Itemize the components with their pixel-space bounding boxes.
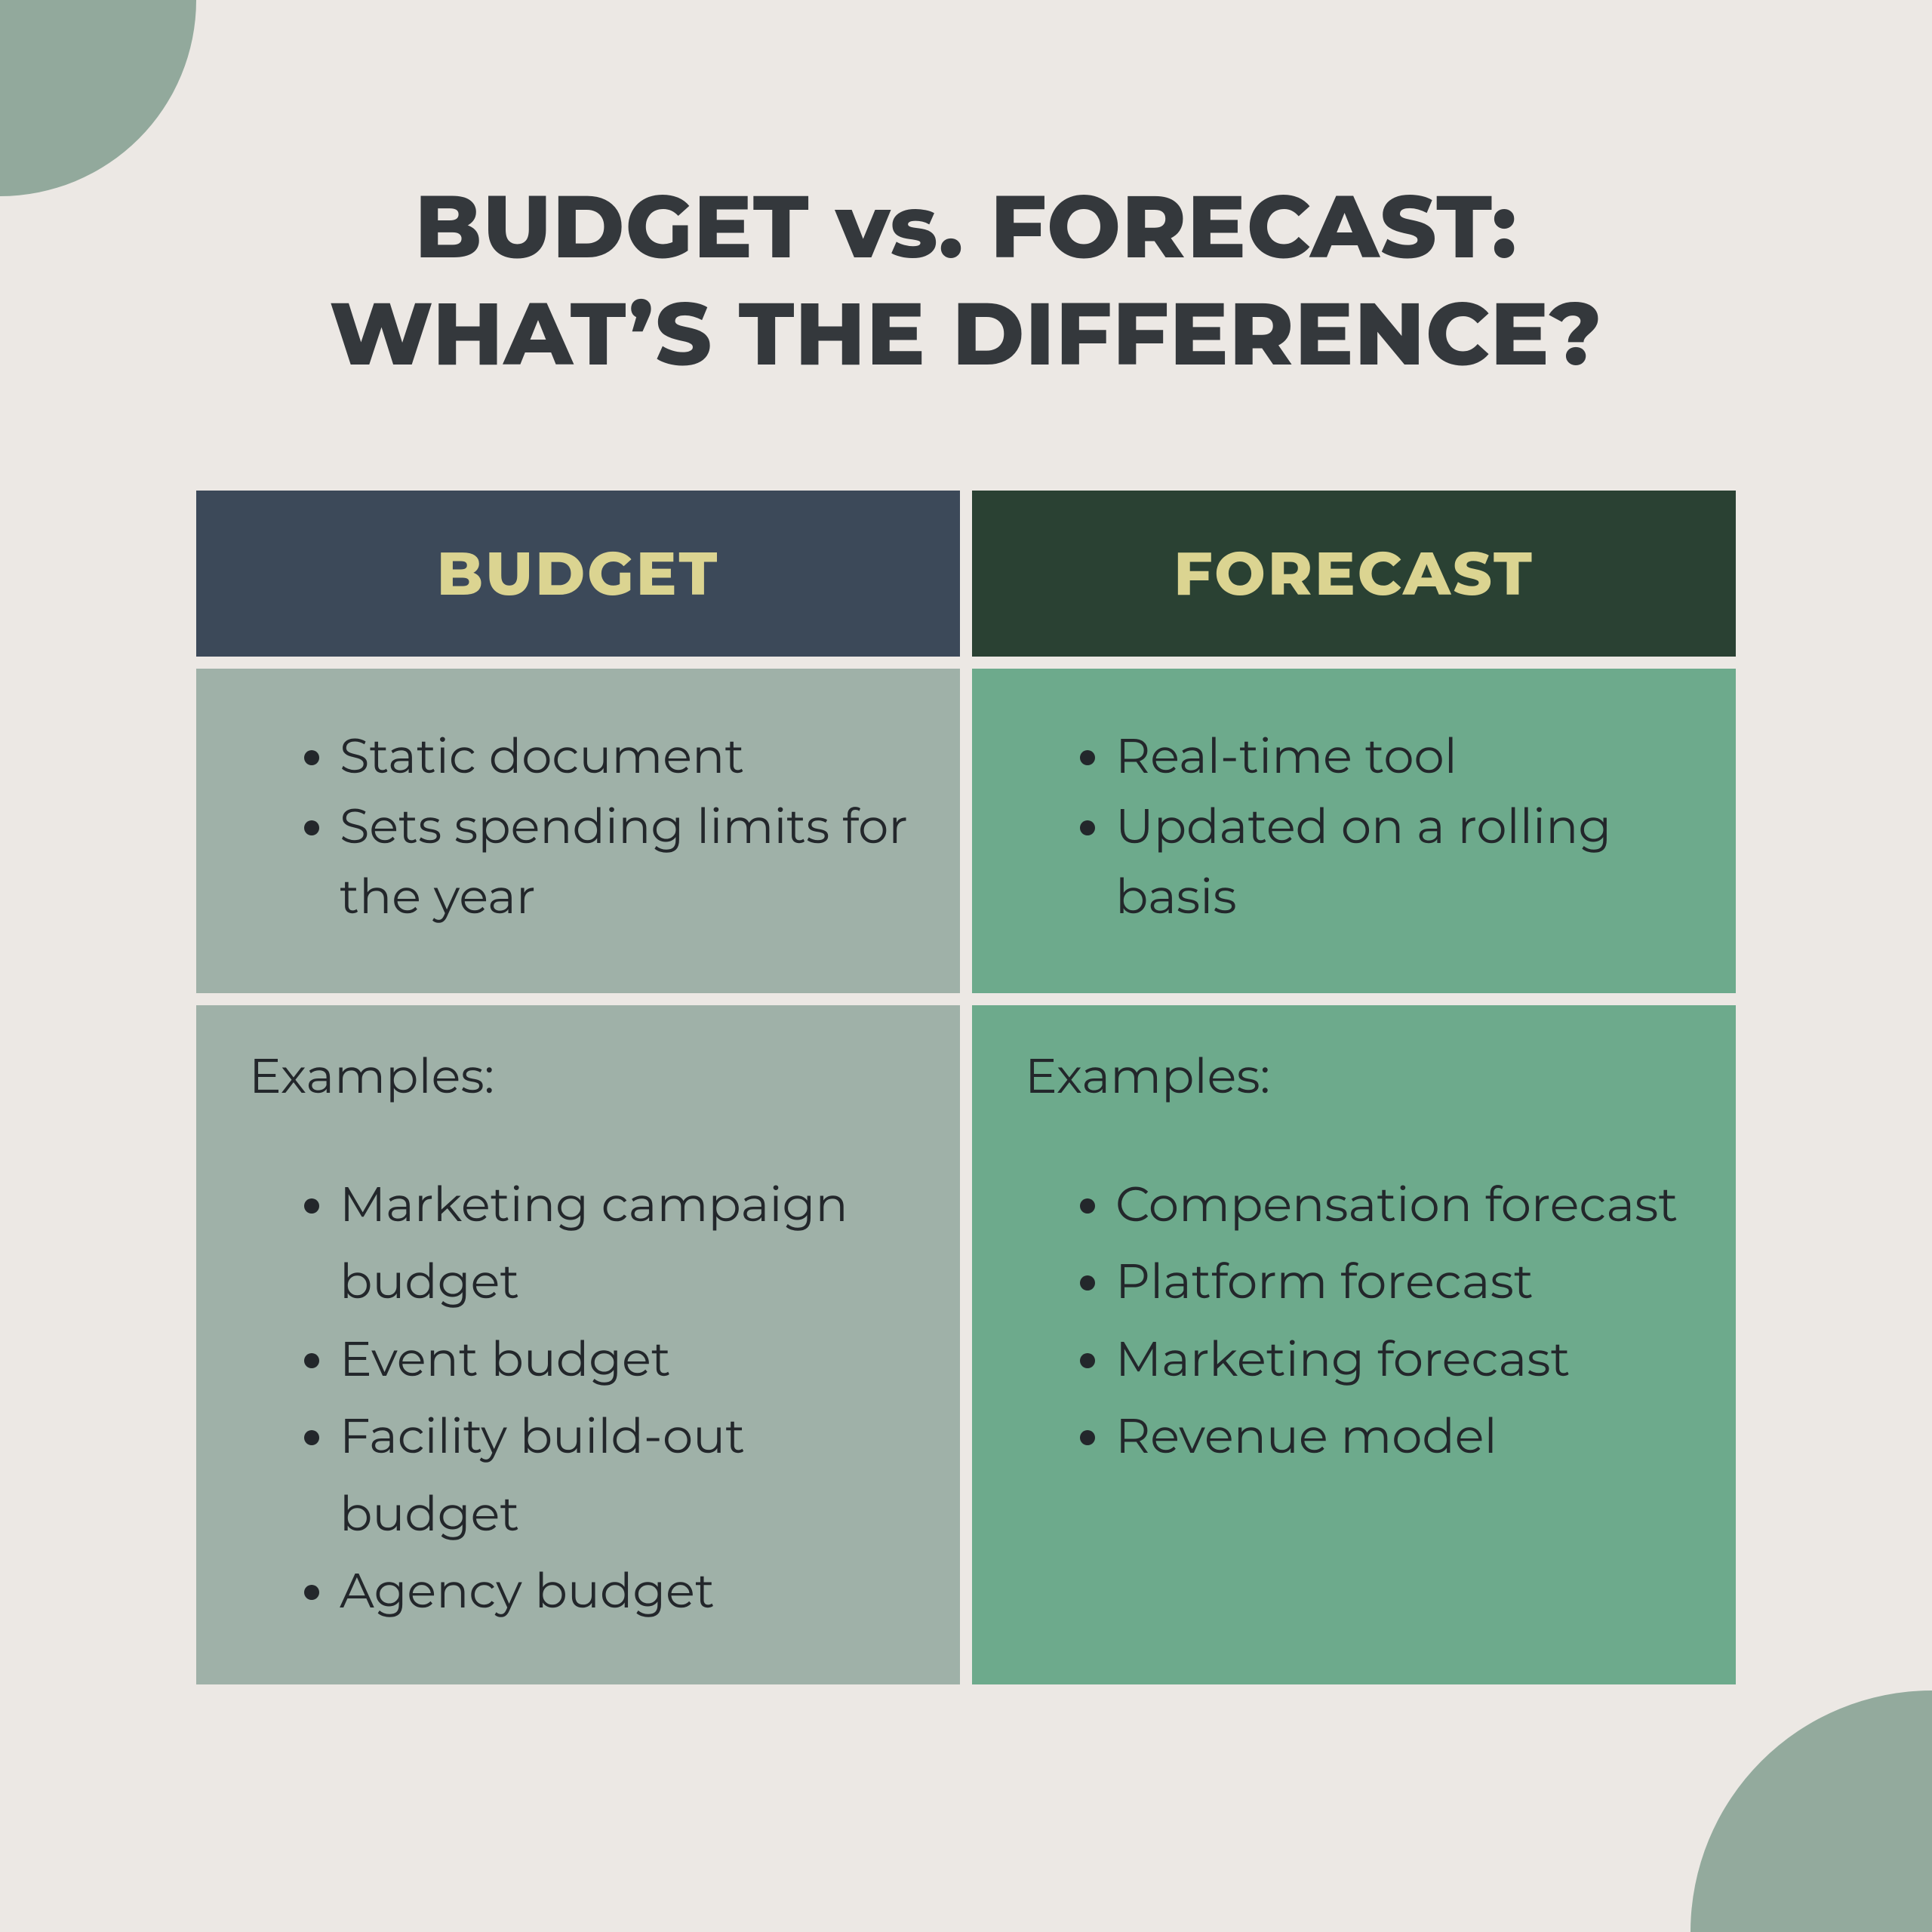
forecast-examples-cell: Examples: Compensation forecast Platform… — [972, 1005, 1736, 1684]
table-attributes-row: Static document Sets spending limits for… — [196, 669, 1736, 993]
list-item: Platform forecast — [1115, 1243, 1690, 1320]
forecast-attributes-list: Real-time tool Updated on a rolling basi… — [1048, 721, 1690, 931]
list-item: Event budget — [340, 1321, 915, 1398]
column-gap — [960, 669, 972, 993]
comparison-table: BUDGET FORECAST Static document Sets spe… — [196, 491, 1736, 1684]
list-item: Marketing campaign budget — [340, 1166, 915, 1321]
forecast-examples-label: Examples: — [1025, 1047, 1690, 1106]
list-item: Sets spending limits for the year — [340, 792, 915, 932]
row-gap — [196, 657, 1736, 669]
budget-examples-cell: Examples: Marketing campaign budget Even… — [196, 1005, 960, 1684]
list-item: Marketing forecast — [1115, 1321, 1690, 1398]
row-gap — [196, 993, 1736, 1005]
list-item: Revenue model — [1115, 1398, 1690, 1475]
list-item: Static document — [340, 721, 915, 792]
column-gap — [960, 1005, 972, 1684]
list-item: Compensation forecast — [1115, 1166, 1690, 1243]
table-examples-row: Examples: Marketing campaign budget Even… — [196, 1005, 1736, 1684]
header-forecast: FORECAST — [972, 491, 1736, 657]
page-title: BUDGET vs. FORECAST: WHAT’S THE DIFFEREN… — [0, 174, 1932, 387]
header-forecast-label: FORECAST — [1174, 537, 1534, 611]
decorative-circle-top-left — [0, 0, 196, 196]
list-item: Facility build-out budget — [340, 1398, 915, 1552]
list-item: Agency budget — [340, 1552, 915, 1629]
table-header-row: BUDGET FORECAST — [196, 491, 1736, 657]
title-line-1: BUDGET vs. FORECAST: — [0, 174, 1932, 281]
list-item: Updated on a rolling basis — [1115, 792, 1690, 932]
budget-attributes-list: Static document Sets spending limits for… — [272, 721, 915, 931]
forecast-attributes-cell: Real-time tool Updated on a rolling basi… — [972, 669, 1736, 993]
list-item: Real-time tool — [1115, 721, 1690, 792]
header-budget: BUDGET — [196, 491, 960, 657]
title-line-2: WHAT’S THE DIFFERENCE? — [0, 281, 1932, 388]
budget-examples-list: Marketing campaign budget Event budget F… — [249, 1166, 915, 1629]
decorative-circle-bottom-right — [1690, 1690, 1932, 1932]
budget-examples-label: Examples: — [249, 1047, 915, 1106]
header-budget-label: BUDGET — [437, 537, 720, 611]
forecast-examples-list: Compensation forecast Platform forecast … — [1025, 1166, 1690, 1475]
column-gap — [960, 491, 972, 657]
budget-attributes-cell: Static document Sets spending limits for… — [196, 669, 960, 993]
